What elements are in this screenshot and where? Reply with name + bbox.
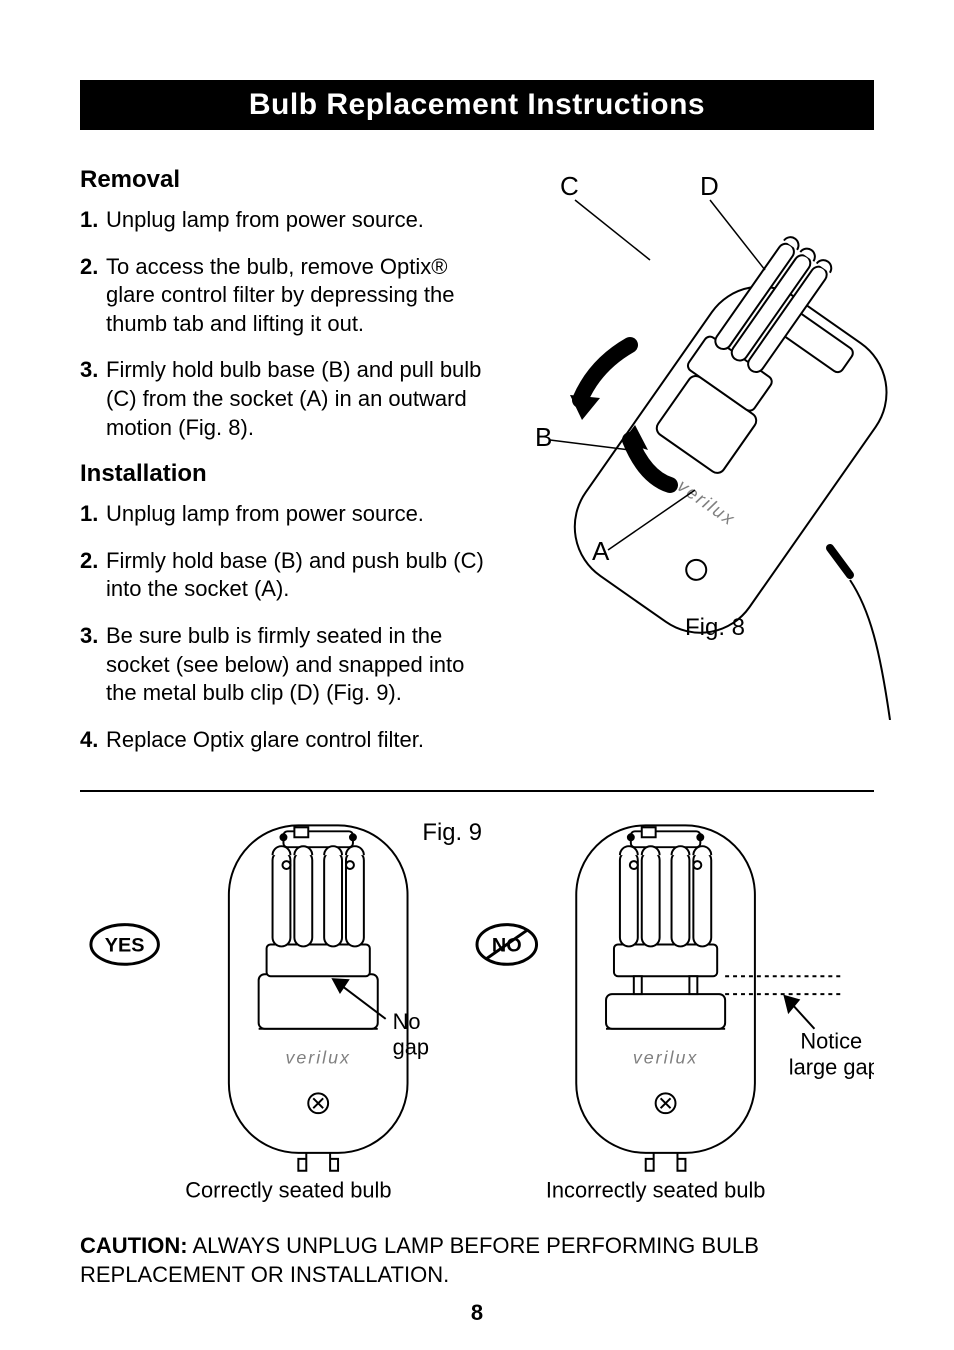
figure9-row: Fig. 9 verilux bbox=[80, 804, 874, 1204]
figure9-caption: Fig. 9 bbox=[422, 820, 482, 847]
installation-step: 2. Firmly hold base (B) and push bulb (C… bbox=[80, 547, 500, 604]
installation-step: 4. Replace Optix glare control filter. bbox=[80, 726, 500, 755]
page: Bulb Replacement Instructions Removal 1.… bbox=[0, 0, 954, 1350]
label-a: A bbox=[592, 536, 610, 566]
step-text: Be sure bulb is firmly seated in the soc… bbox=[106, 622, 500, 708]
removal-step: 1. Unplug lamp from power source. bbox=[80, 206, 500, 235]
page-number: 8 bbox=[80, 1300, 874, 1326]
step-text: Firmly hold bulb base (B) and pull bulb … bbox=[106, 356, 500, 442]
caution-label: CAUTION: bbox=[80, 1233, 188, 1258]
installation-step: 3. Be sure bulb is firmly seated in the … bbox=[80, 622, 500, 708]
figure8-column: verilux bbox=[520, 160, 900, 772]
step-number: 2. bbox=[80, 253, 106, 339]
installation-steps: 1. Unplug lamp from power source. 2. Fir… bbox=[80, 500, 500, 754]
step-text: Unplug lamp from power source. bbox=[106, 206, 500, 235]
step-number: 2. bbox=[80, 547, 106, 604]
figure8-caption: Fig. 8 bbox=[685, 614, 745, 641]
label-b: B bbox=[535, 422, 552, 452]
no-caption: Incorrectly seated bulb bbox=[546, 1178, 766, 1203]
removal-step: 3. Firmly hold bulb base (B) and pull bu… bbox=[80, 356, 500, 442]
svg-text:verilux: verilux bbox=[285, 1048, 351, 1068]
label-c: C bbox=[560, 171, 579, 201]
page-title-bar: Bulb Replacement Instructions bbox=[80, 80, 874, 130]
removal-step: 2. To access the bulb, remove Optix® gla… bbox=[80, 253, 500, 339]
instructions-column: Removal 1. Unplug lamp from power source… bbox=[80, 160, 500, 772]
step-text: Replace Optix glare control filter. bbox=[106, 726, 500, 755]
nogap-text: No gap bbox=[393, 1009, 429, 1060]
installation-heading: Installation bbox=[80, 460, 500, 488]
removal-heading: Removal bbox=[80, 166, 500, 194]
step-number: 4. bbox=[80, 726, 106, 755]
figure9-diagram: Fig. 9 verilux bbox=[80, 804, 874, 1204]
step-text: Firmly hold base (B) and push bulb (C) i… bbox=[106, 547, 500, 604]
svg-text:verilux: verilux bbox=[633, 1048, 699, 1068]
yes-label: YES bbox=[105, 935, 145, 957]
label-d: D bbox=[700, 171, 719, 201]
step-text: Unplug lamp from power source. bbox=[106, 500, 500, 529]
section-divider bbox=[80, 790, 874, 792]
step-number: 1. bbox=[80, 206, 106, 235]
content-row: Removal 1. Unplug lamp from power source… bbox=[80, 160, 874, 772]
removal-steps: 1. Unplug lamp from power source. 2. To … bbox=[80, 206, 500, 442]
figure8-diagram: verilux bbox=[520, 160, 900, 720]
step-number: 1. bbox=[80, 500, 106, 529]
step-number: 3. bbox=[80, 356, 106, 442]
yes-caption: Correctly seated bulb bbox=[185, 1178, 391, 1203]
step-number: 3. bbox=[80, 622, 106, 708]
largegap-text: Notice large gap bbox=[789, 1029, 874, 1080]
installation-step: 1. Unplug lamp from power source. bbox=[80, 500, 500, 529]
caution-block: CAUTION: ALWAYS UNPLUG LAMP BEFORE PERFO… bbox=[80, 1232, 874, 1289]
step-text: To access the bulb, remove Optix® glare … bbox=[106, 253, 500, 339]
